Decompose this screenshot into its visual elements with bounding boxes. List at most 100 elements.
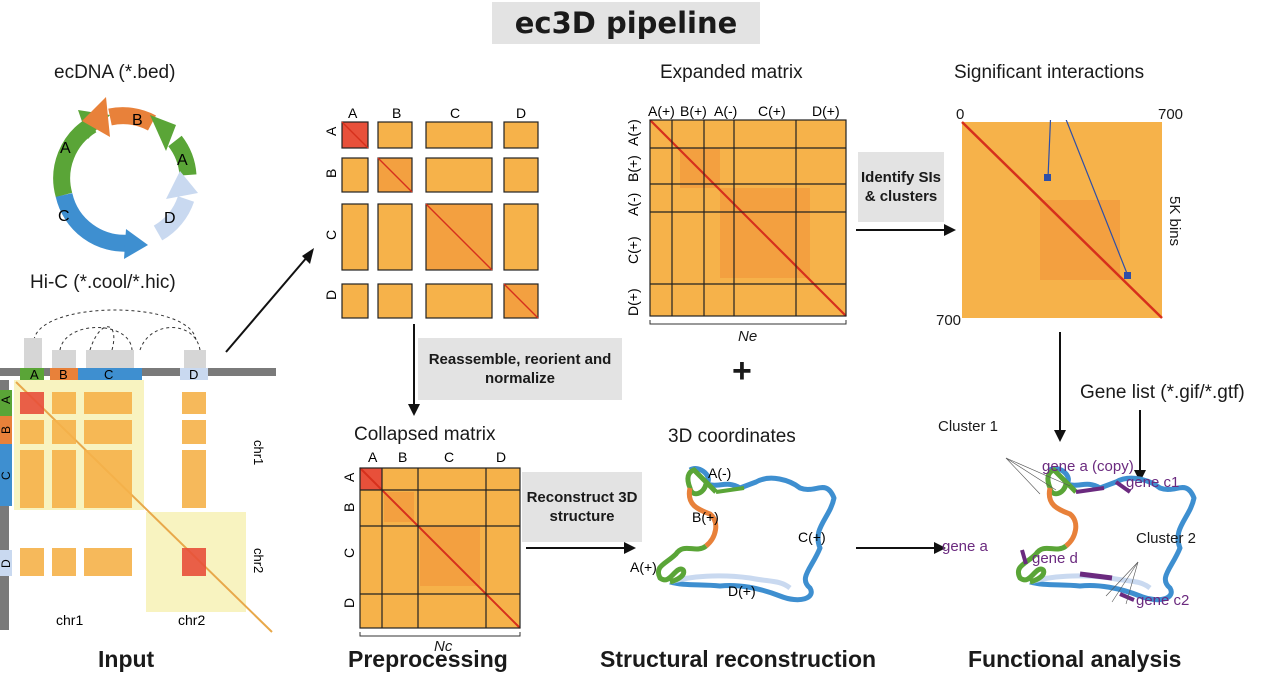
input-hic-matrix: A B C D A B C D chr1 chr2 chr1 chr2 [0,309,276,633]
step-reassemble: Reassemble, reorient and normalize [418,338,622,400]
arrow-input-to-preprocessing [225,248,314,353]
collapsed-row-c: C [341,548,357,558]
expanded-title: Expanded matrix [660,62,803,83]
expanded-row-3: A(-) [625,193,641,216]
circle-label-c: C [58,208,70,225]
track-label-b: B [59,367,68,382]
coord-label-4: A(+) [630,559,657,575]
collapsed-row-b: B [341,503,357,512]
cluster2-label: Cluster 2 [1136,530,1197,547]
block-matrix: A B C D A B C D [323,105,539,319]
gene-list-label: Gene list (*.gif/*.gtf) [1080,382,1245,403]
collapsed-col-b: B [398,449,407,465]
side-label-b: B [0,426,13,434]
circle-arc-a2 [168,135,197,176]
step-identify: Identify SIs & clusters [858,152,944,222]
circle-label-a1: A [60,140,71,157]
chr2-right-label: chr2 [251,548,266,573]
pipeline-title: ec3D pipeline [492,2,760,44]
nc-label: Nc [434,638,453,655]
expanded-col-1: A(+) [648,103,675,119]
collapsed-col-d: D [496,449,506,465]
si-axis-end: 700 [1158,106,1184,123]
si-bins-label: 5K bins [1166,196,1183,247]
block-col-d: D [516,105,526,121]
ecdna-circle-diagram: A B A D C [53,97,198,259]
coord-label-5: D(+) [728,583,756,599]
3d-structure: A(-) B(+) C(+) A(+) D(+) [630,465,837,603]
circle-arc-a1 [53,117,97,198]
section-input: Input [98,646,155,672]
functional-structure [1005,457,1197,605]
block-col-a: A [348,105,358,121]
arrowhead-c [124,229,148,259]
side-label-c: C [0,471,13,480]
track-label-d: D [189,367,198,382]
ecdna-label: ecDNA (*.bed) [54,62,176,83]
plus-sign: + [732,352,752,390]
arrow-gene-list [1134,410,1146,482]
gene-label-3: gene a [942,538,988,555]
track-label-c: C [104,367,113,382]
circle-arc-b [108,107,157,131]
block-row-b: B [323,169,339,178]
arrowhead-d [166,171,198,199]
circle-label-d: D [164,210,176,227]
chr1-right-label: chr1 [251,440,266,465]
track-seg-a [20,368,44,380]
block-row-d: D [323,290,339,300]
block-row-a: A [323,126,339,136]
track-seg-b [50,368,78,380]
block-col-c: C [450,105,460,121]
expanded-matrix: A(+) B(+) A(-) C(+) D(+) A(+) B(+) A(-) … [625,103,847,325]
arrow-to-functional [856,542,946,554]
expanded-col-4: C(+) [758,103,786,119]
section-preprocessing: Preprocessing [348,646,508,672]
cluster1-label: Cluster 1 [938,418,999,435]
block-col-b: B [392,105,401,121]
gene-label-4: gene d [1032,550,1078,567]
side-label-a: A [0,396,13,404]
si-marker-1 [1044,174,1051,181]
ne-label: Ne [738,328,758,345]
track-seg-c [78,368,142,380]
si-title: Significant interactions [954,62,1145,83]
expanded-col-3: A(-) [714,103,737,119]
coord-label-3: C(+) [798,529,826,545]
circle-arc-c [55,192,131,252]
si-axis-left-bottom: 700 [936,312,962,329]
expanded-row-2: B(+) [625,155,641,182]
hic-label: Hi-C (*.cool/*.hic) [30,272,176,293]
collapsed-col-c: C [444,449,454,465]
gene-label-1: gene a (copy) [1042,458,1134,475]
arrow-si-to-functional [1054,332,1066,442]
gene-label-5: gene c2 [1136,592,1190,609]
expanded-row-5: D(+) [625,288,641,316]
arrow-to-si [856,224,956,236]
side-label-d: D [0,559,13,568]
collapsed-col-a: A [368,449,378,465]
si-marker-2 [1124,272,1131,279]
collapsed-row-d: D [341,598,357,608]
coord-label-2: B(+) [692,509,719,525]
circle-label-b: B [132,112,143,129]
expanded-col-5: D(+) [812,103,840,119]
step-reconstruct: Reconstruct 3D structure [522,472,642,542]
gene-label-2: gene c1 [1126,474,1180,491]
block-row-c: C [323,230,339,240]
chr1-bottom-label: chr1 [56,612,83,628]
expanded-row-1: A(+) [625,119,641,146]
track-label-a: A [30,367,39,382]
expanded-row-4: C(+) [625,236,641,264]
collapsed-matrix: A B C D A B C D [341,449,521,637]
collapsed-row-a: A [341,472,357,482]
collapsed-title: Collapsed matrix [354,424,496,445]
arrowhead-a2 [150,115,176,151]
si-axis-start: 0 [956,106,965,123]
si-matrix [961,120,1163,319]
arrow-to-3d [526,542,636,554]
arrowhead-b [82,97,110,137]
expanded-col-2: B(+) [680,103,707,119]
circle-arc-d [153,195,195,241]
section-structural: Structural reconstruction [600,646,877,672]
